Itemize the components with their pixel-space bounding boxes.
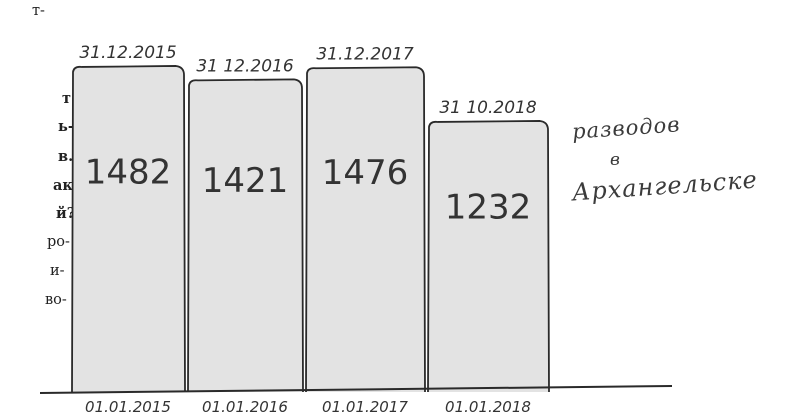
period-start-label: 01.01.2017 <box>322 398 408 416</box>
bar-value-label: 1232 <box>445 188 532 228</box>
caption-line: в <box>610 150 620 170</box>
period-start-label: 01.01.2016 <box>202 398 288 416</box>
bar-value-label: 1421 <box>202 161 289 201</box>
bar <box>71 65 186 393</box>
bar <box>187 78 304 393</box>
bar <box>305 66 426 393</box>
bar-value-label: 1482 <box>85 152 172 192</box>
bars-group <box>71 65 550 393</box>
article-text-fragment: т- т ь- в. ак й? ро- и- во- <box>0 0 76 416</box>
labels-group: 1482 31.12.2015 01.01.2015 1421 31 12.2016 01… <box>79 43 537 416</box>
article-line: в. <box>58 148 74 165</box>
article-line: ь- <box>58 118 74 135</box>
period-start-label: 01.01.2018 <box>445 398 531 416</box>
article-line: во- <box>45 292 67 308</box>
article-line: т- <box>32 3 45 19</box>
article-line: ро- <box>47 234 70 250</box>
article-line: й? <box>56 205 76 222</box>
bar-value-label: 1476 <box>322 153 409 193</box>
period-start-label: 01.01.2015 <box>85 398 171 416</box>
period-end-label: 31 10.2018 <box>439 98 537 118</box>
period-end-label: 31.12.2015 <box>79 43 176 63</box>
period-end-label: 31 12.2016 <box>196 56 294 76</box>
period-end-label: 31.12.2017 <box>316 44 414 64</box>
baseline <box>39 385 673 394</box>
bar <box>427 120 550 393</box>
article-line: т <box>62 90 71 107</box>
article-line: и- <box>50 263 65 279</box>
article-line: ак <box>53 177 73 194</box>
